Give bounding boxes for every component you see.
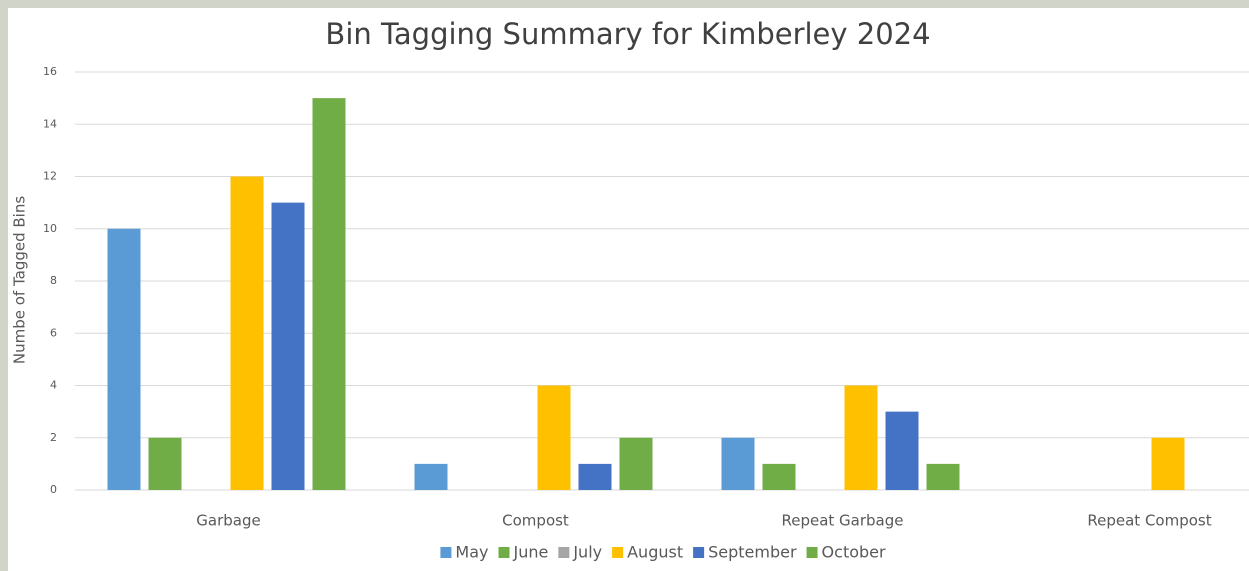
y-tick-label: 12 — [43, 170, 57, 183]
bar — [578, 463, 612, 490]
bar — [230, 176, 264, 490]
legend-label: July — [572, 543, 602, 562]
bar — [926, 463, 960, 490]
y-tick-label: 6 — [50, 326, 57, 339]
x-tick-label: Garbage — [196, 512, 260, 530]
legend-swatch — [693, 547, 705, 558]
y-tick-label: 14 — [43, 117, 57, 130]
bar — [844, 385, 878, 490]
bar — [885, 411, 919, 490]
chart-title: Bin Tagging Summary for Kimberley 2024 — [325, 17, 930, 51]
y-tick-label: 16 — [43, 65, 57, 78]
bar — [148, 437, 182, 490]
y-tick-label: 4 — [50, 379, 57, 392]
bar — [721, 437, 755, 490]
x-tick-label: Repeat Garbage — [781, 512, 903, 530]
bar — [762, 463, 796, 490]
bar — [312, 98, 346, 490]
legend-swatch — [612, 547, 624, 558]
legend-swatch — [498, 547, 510, 558]
legend-label: August — [627, 543, 683, 562]
bar — [414, 463, 448, 490]
x-tick-label: Compost — [502, 512, 569, 530]
y-tick-label: 10 — [43, 222, 57, 235]
legend-label: June — [512, 543, 548, 562]
y-axis-label: Numbe of Tagged Bins — [11, 196, 29, 364]
y-tick-label: 2 — [50, 431, 57, 444]
x-tick-label: Repeat Compost — [1087, 512, 1211, 530]
legend-swatch — [440, 547, 452, 558]
bar — [619, 437, 653, 490]
bar — [107, 228, 141, 490]
y-tick-label: 8 — [50, 274, 57, 287]
legend-swatch — [558, 547, 570, 558]
legend-label: September — [708, 543, 797, 562]
bar — [271, 202, 305, 490]
bar — [1151, 437, 1185, 490]
legend-label: October — [822, 543, 886, 562]
bar — [537, 385, 571, 490]
legend-label: May — [455, 543, 488, 562]
legend-swatch — [806, 547, 818, 558]
y-tick-label: 0 — [50, 483, 57, 496]
